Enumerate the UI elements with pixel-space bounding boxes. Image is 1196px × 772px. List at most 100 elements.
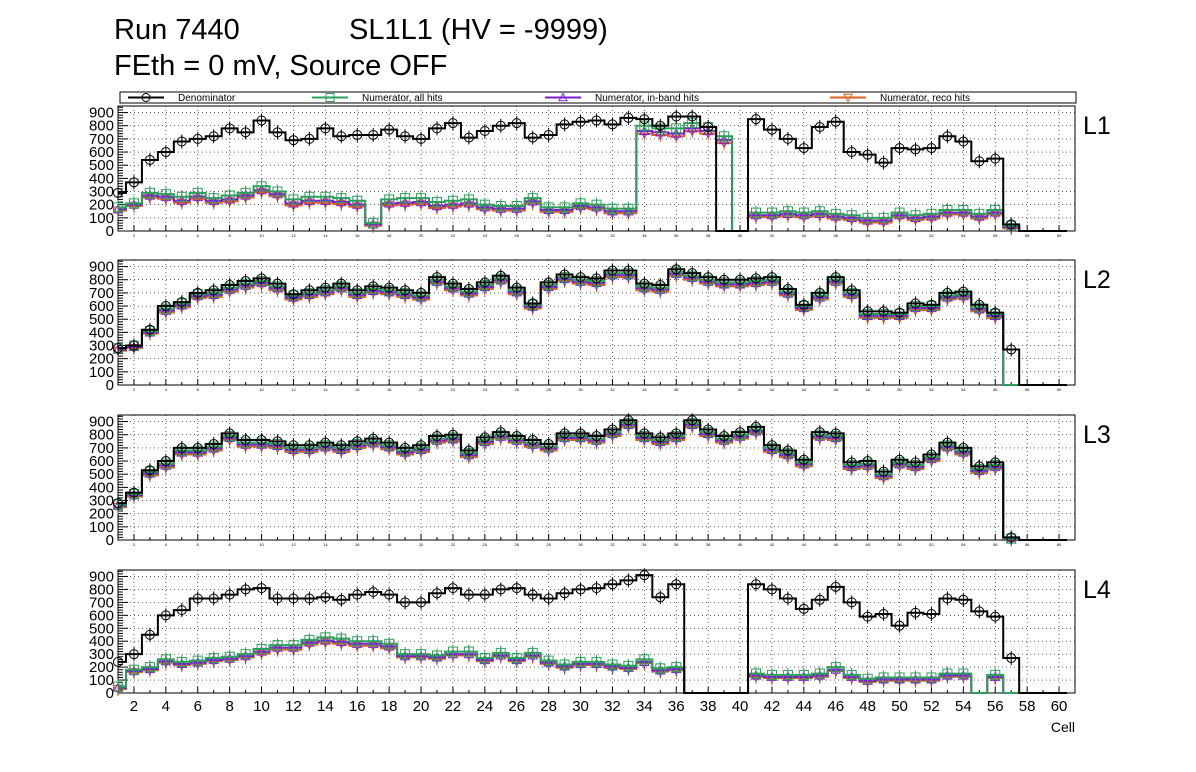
- data-point: [990, 204, 1001, 215]
- data-point: [926, 299, 937, 310]
- data-point: [591, 431, 602, 442]
- x-tick-label: 52: [929, 542, 934, 547]
- data-point: [384, 124, 395, 135]
- data-point: [495, 427, 506, 438]
- x-tick-label: 12: [291, 233, 296, 238]
- data-point: [942, 668, 953, 679]
- y-tick-label: 900: [89, 105, 114, 122]
- data-point: [559, 428, 570, 439]
- x-tick-label: 14: [323, 542, 328, 547]
- data-point: [511, 118, 522, 129]
- data-point: [942, 437, 953, 448]
- legend-label-numerator-in-band-hits: Numerator, in-band hits: [595, 93, 699, 104]
- data-point: [495, 584, 506, 595]
- data-point: [958, 286, 969, 297]
- data-point: [591, 199, 602, 210]
- data-point: [128, 487, 139, 498]
- y-tick-label: 800: [89, 272, 114, 289]
- data-point: [910, 457, 921, 468]
- data-point: [751, 668, 761, 679]
- data-point: [830, 662, 841, 673]
- y-tick-label: 200: [89, 659, 114, 676]
- x-tick-label: 24: [483, 387, 488, 392]
- data-point: [607, 265, 618, 276]
- data-point: [352, 195, 363, 206]
- data-point: [113, 202, 123, 213]
- data-point: [352, 129, 363, 140]
- x-tick-label: 36: [674, 542, 679, 547]
- data-point: [304, 191, 315, 202]
- x-tick-label: 34: [642, 542, 647, 547]
- data-point: [1006, 653, 1017, 664]
- data-point: [176, 195, 188, 205]
- data-point: [352, 589, 363, 600]
- data-point: [224, 651, 235, 662]
- data-point: [575, 272, 586, 283]
- x-tick-label: 2: [133, 233, 136, 238]
- series-denominator: [113, 413, 1068, 545]
- data-point: [591, 583, 602, 594]
- data-point: [160, 654, 171, 665]
- x-tick-label: 40: [738, 542, 743, 547]
- x-tick-label: 8: [229, 387, 232, 392]
- data-point: [990, 669, 1001, 680]
- data-point: [591, 656, 602, 667]
- data-point: [176, 297, 187, 308]
- data-point: [910, 298, 921, 309]
- data-point: [910, 607, 921, 618]
- data-point: [798, 603, 809, 614]
- data-point: [113, 498, 123, 509]
- data-point: [926, 672, 937, 683]
- x-tick-label: 12: [291, 542, 296, 547]
- data-point: [224, 190, 235, 201]
- data-point: [256, 643, 267, 654]
- data-point: [798, 143, 809, 154]
- data-point: [543, 202, 554, 213]
- data-point: [702, 125, 714, 136]
- y-tick-label: 500: [89, 466, 114, 483]
- x-tick-label: 54: [955, 698, 972, 715]
- x-tick-label: 4: [165, 542, 168, 547]
- data-point: [415, 196, 427, 207]
- x-tick-label: 46: [834, 233, 839, 238]
- x-tick-label: 54: [961, 542, 966, 547]
- data-point: [990, 457, 1001, 468]
- y-tick-label: 900: [89, 259, 114, 276]
- data-point: [224, 280, 235, 290]
- x-tick-label: 28: [546, 387, 551, 392]
- data-point: [208, 593, 219, 604]
- data-point: [128, 664, 139, 675]
- x-tick-label: 18: [387, 233, 392, 238]
- data-point: [304, 634, 315, 645]
- data-point: [782, 133, 793, 144]
- data-point: [974, 461, 985, 472]
- x-tick-label: 56: [993, 233, 998, 238]
- data-point: [495, 647, 506, 658]
- data-point: [607, 203, 618, 214]
- data-point: [352, 436, 363, 447]
- data-point: [447, 583, 458, 594]
- data-point: [862, 306, 873, 317]
- data-point: [910, 144, 921, 155]
- data-point: [751, 579, 761, 590]
- data-point: [830, 581, 841, 592]
- data-point: [990, 153, 1001, 164]
- data-point: [351, 199, 363, 209]
- data-point: [814, 668, 825, 679]
- data-point: [384, 282, 395, 293]
- data-point: [336, 633, 347, 644]
- data-point: [368, 281, 379, 292]
- y-tick-label: 0: [106, 223, 114, 240]
- data-point: [623, 265, 634, 276]
- run-title: Run 7440 SL1L1 (HV = -9999): [114, 16, 608, 45]
- x-tick-label: 38: [706, 387, 711, 392]
- data-point: [639, 278, 650, 289]
- data-point: [878, 306, 889, 317]
- data-point: [320, 123, 331, 134]
- data-point: [288, 194, 299, 205]
- data-point: [288, 440, 299, 451]
- data-point: [798, 299, 809, 310]
- x-tick-label: 20: [413, 698, 430, 715]
- data-point: [304, 593, 315, 604]
- legend-box: [119, 91, 1077, 104]
